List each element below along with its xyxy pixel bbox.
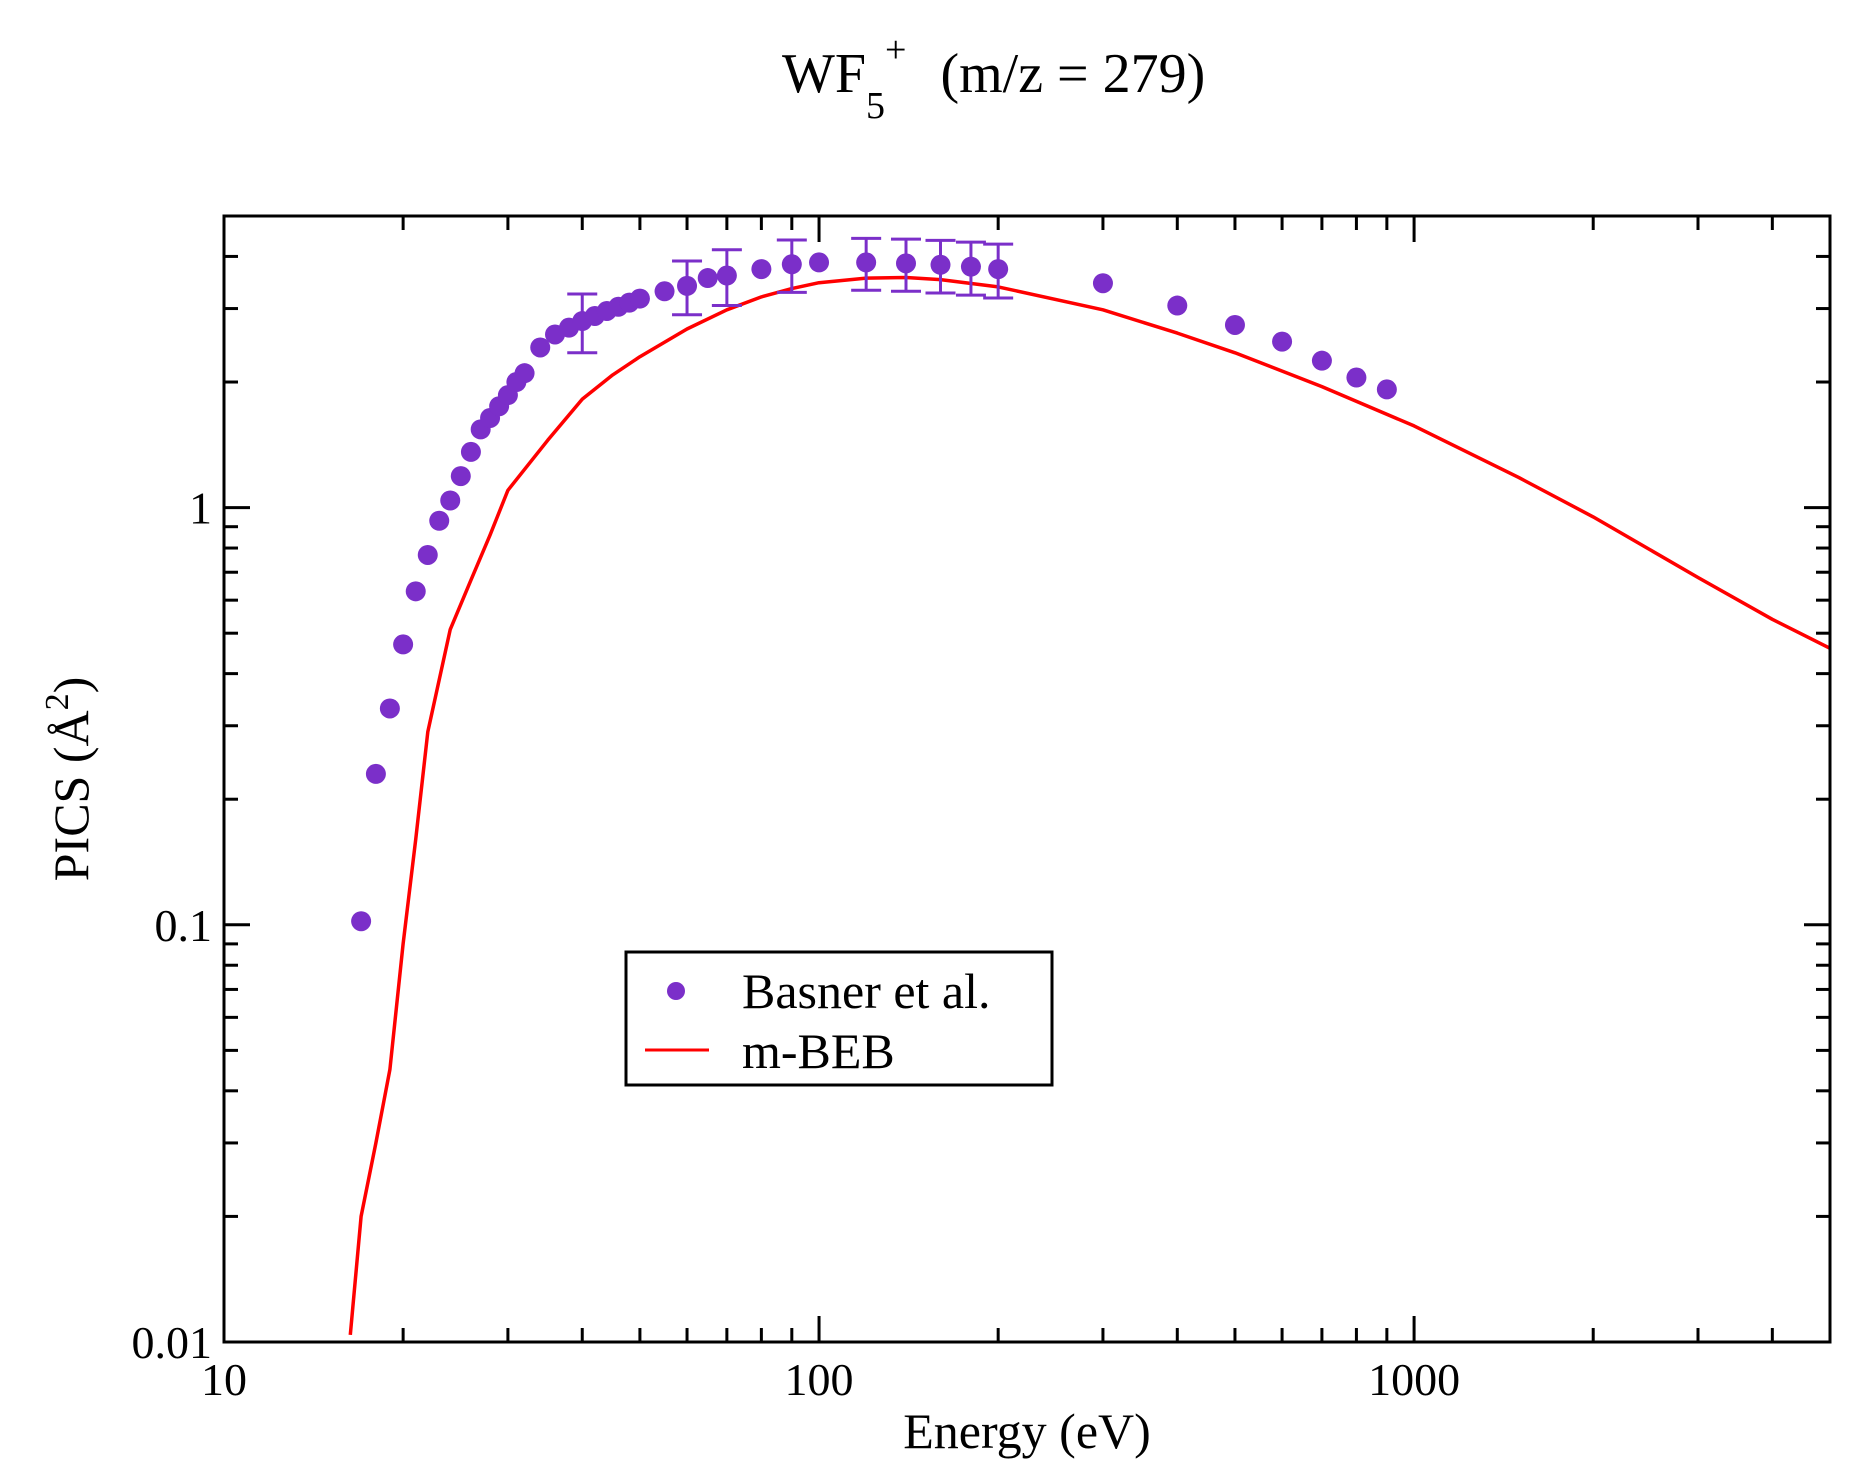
- chart-title: WF5+ (m/z = 279): [782, 29, 1205, 127]
- data-point: [1224, 314, 1245, 335]
- x-tick-labels: 10 100 1000: [201, 1354, 1460, 1405]
- x-tick-label: 10: [201, 1354, 247, 1405]
- y-axis-label: PICS (Å2): [39, 677, 99, 882]
- data-point: [440, 490, 461, 511]
- data-point: [781, 254, 802, 275]
- data-point: [1092, 273, 1113, 294]
- data-point: [393, 634, 414, 655]
- data-point: [514, 363, 535, 384]
- data-point: [895, 253, 916, 274]
- y-tick-label: 0.1: [155, 900, 213, 951]
- legend-label-basner: Basner et al.: [742, 963, 991, 1019]
- mbeb-line: [348, 275, 1831, 1336]
- y-tick-labels: 0.01 0.1 1: [132, 483, 213, 1368]
- data-point: [654, 281, 675, 302]
- mbeb-series: [348, 275, 1831, 1336]
- x-tick-label: 100: [785, 1354, 854, 1405]
- data-point: [1167, 295, 1188, 316]
- data-point: [1346, 367, 1367, 388]
- x-axis-label: Energy (eV): [903, 1403, 1151, 1459]
- data-point: [960, 256, 981, 277]
- data-point: [351, 911, 372, 932]
- data-point: [716, 265, 737, 286]
- data-point: [365, 763, 386, 784]
- data-point: [809, 252, 830, 273]
- axis-ticks: [222, 214, 1832, 1344]
- data-point: [1272, 331, 1293, 352]
- data-point: [677, 275, 698, 296]
- legend-marker-basner: [667, 982, 685, 1000]
- basner-series: [351, 236, 1397, 932]
- data-point: [429, 510, 450, 531]
- data-point: [930, 254, 951, 275]
- data-point: [417, 544, 438, 565]
- data-point: [460, 441, 481, 462]
- data-point: [1376, 379, 1397, 400]
- plot-frame: [222, 214, 1832, 1344]
- y-tick-label: 1: [189, 483, 212, 534]
- data-point: [530, 337, 551, 358]
- data-point: [1311, 350, 1332, 371]
- data-point: [751, 259, 772, 280]
- data-point: [405, 581, 426, 602]
- legend-box: [624, 950, 1054, 1087]
- data-point: [988, 259, 1009, 280]
- data-point: [629, 288, 650, 309]
- data-point: [450, 466, 471, 487]
- data-point: [856, 252, 877, 273]
- data-point: [697, 268, 718, 289]
- data-point: [379, 698, 400, 719]
- x-tick-label: 1000: [1368, 1354, 1460, 1405]
- legend: Basner et al. m-BEB: [624, 950, 1054, 1087]
- legend-label-mbeb: m-BEB: [742, 1023, 895, 1079]
- y-tick-label: 0.01: [132, 1317, 213, 1368]
